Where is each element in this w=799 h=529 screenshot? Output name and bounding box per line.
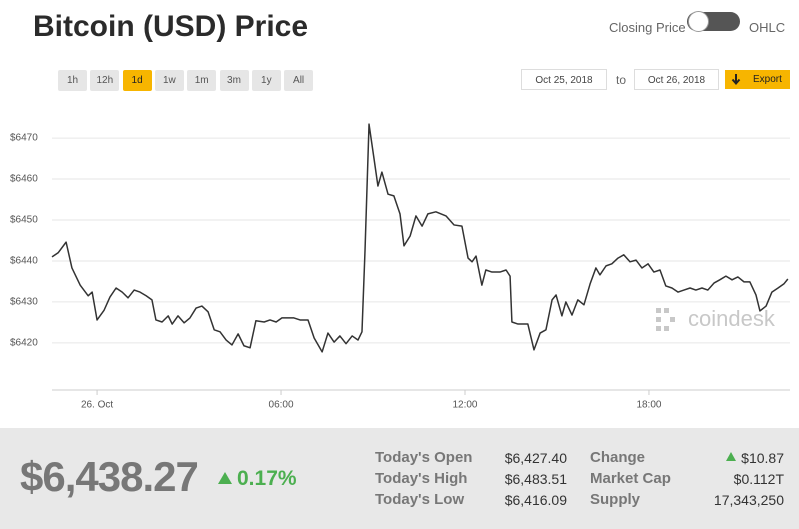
- range-button[interactable]: 1y: [251, 70, 281, 91]
- stat-label: Today's Low: [375, 491, 465, 508]
- price-line: [51, 123, 789, 353]
- range-button[interactable]: All: [284, 70, 314, 91]
- watermark-logo: [656, 308, 675, 331]
- current-price: $6,438.27: [20, 453, 199, 500]
- stat-label: Change: [590, 449, 646, 466]
- change-percent: 0.17%: [237, 467, 297, 490]
- y-tick-label: $6450: [10, 215, 38, 226]
- date-to[interactable]: Oct 26, 2018: [634, 69, 719, 90]
- up-arrow: [218, 472, 232, 484]
- toggle-label[interactable]: OHLC: [749, 20, 786, 35]
- x-tick-label: 06:00: [269, 400, 294, 411]
- toggle-label[interactable]: Closing Price: [609, 20, 686, 35]
- chart: coindesk $6420$6430$6440$6450$6460$64702…: [10, 123, 790, 411]
- up-arrow: [726, 452, 736, 461]
- range-button[interactable]: 12h: [90, 70, 120, 91]
- range-button[interactable]: 1w: [154, 70, 184, 91]
- stat-label: Market Cap: [590, 470, 671, 487]
- x-tick-label: 26. Oct: [81, 400, 113, 411]
- x-tick-label: 12:00: [452, 400, 477, 411]
- date-separator: to: [616, 73, 627, 87]
- y-tick-label: $6430: [10, 297, 38, 308]
- x-tick-label: 18:00: [636, 400, 661, 411]
- y-tick-label: $6420: [10, 338, 38, 349]
- stat-value: $6,427.40: [504, 450, 567, 466]
- date-from[interactable]: Oct 25, 2018: [521, 69, 607, 90]
- stat-label: Supply: [590, 491, 641, 508]
- stat-value: 17,343,250: [713, 492, 784, 508]
- range-button[interactable]: 1d: [122, 70, 152, 91]
- summary-panel: [0, 428, 799, 529]
- stat-label: Today's High: [375, 470, 468, 487]
- range-button[interactable]: 1h: [58, 70, 87, 91]
- stat-value: $0.112T: [733, 471, 784, 487]
- stat-value: $6,416.09: [504, 492, 567, 508]
- stat-value: $6,483.51: [504, 471, 567, 487]
- stat-label: Today's Open: [375, 449, 473, 466]
- page-title: Bitcoin (USD) Price: [33, 10, 309, 43]
- export-button[interactable]: Export: [725, 70, 790, 89]
- stat-value: $10.87: [741, 450, 784, 466]
- range-button[interactable]: 3m: [219, 70, 249, 91]
- y-tick-label: $6460: [10, 174, 38, 185]
- toggle-knob[interactable]: [688, 11, 709, 32]
- export-icon[interactable]: [731, 73, 741, 86]
- y-tick-label: $6470: [10, 133, 38, 144]
- range-button[interactable]: 1m: [187, 70, 217, 91]
- y-tick-label: $6440: [10, 256, 38, 267]
